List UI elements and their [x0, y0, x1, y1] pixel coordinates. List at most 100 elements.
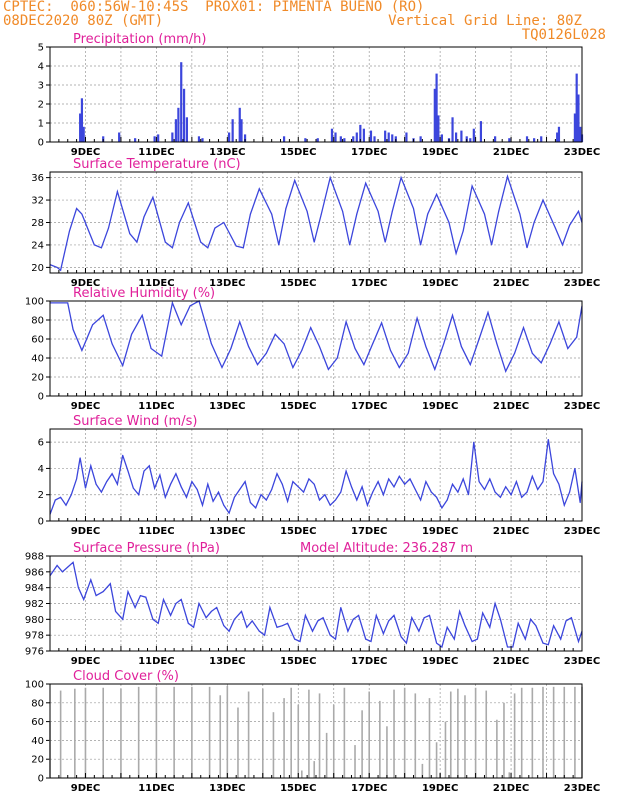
data-point — [381, 322, 383, 324]
bar — [540, 136, 543, 142]
bar — [155, 686, 158, 778]
bar — [316, 138, 319, 142]
data-point — [178, 222, 180, 223]
data-point — [269, 606, 271, 608]
y-tick-label: 60 — [31, 717, 44, 728]
data-point — [340, 491, 342, 493]
bar — [361, 710, 363, 778]
data-point — [505, 370, 507, 372]
data-point — [76, 478, 78, 480]
data-point — [161, 355, 163, 357]
data-point — [375, 614, 377, 616]
data-point — [265, 352, 267, 354]
data-point — [210, 610, 212, 612]
x-tick-label: 11DEC — [138, 656, 174, 667]
bar — [153, 136, 156, 142]
data-point — [452, 483, 454, 485]
data-point — [246, 626, 248, 628]
data-point — [301, 349, 303, 351]
data-point — [258, 630, 260, 632]
data-point — [510, 494, 512, 496]
data-point — [320, 213, 322, 215]
data-point — [56, 565, 58, 566]
x-tick-label: 21DEC — [493, 401, 529, 412]
x-tick-label: 13DEC — [209, 278, 245, 289]
x-tick-label: 17DEC — [351, 526, 387, 537]
data-point — [308, 478, 310, 480]
data-point — [478, 338, 480, 340]
data-point — [294, 179, 296, 181]
bar — [157, 134, 160, 142]
data-point — [517, 622, 519, 624]
data-point — [285, 207, 287, 209]
data-point — [186, 496, 188, 498]
bar — [134, 138, 137, 142]
data-point — [455, 252, 457, 254]
data-point — [115, 610, 117, 612]
bar — [197, 136, 201, 142]
data-point — [191, 481, 193, 483]
data-point — [106, 481, 108, 483]
data-point — [255, 507, 257, 509]
bar — [283, 698, 285, 778]
data-point — [512, 646, 514, 648]
data-point — [303, 491, 305, 493]
data-point — [452, 314, 454, 316]
data-point — [61, 571, 63, 573]
data-point — [281, 625, 283, 627]
data-point — [283, 343, 285, 345]
data-point — [553, 473, 555, 475]
x-tick-label: 17DEC — [351, 783, 387, 794]
data-point — [287, 622, 289, 624]
x-tick-label: 11DEC — [138, 147, 174, 158]
data-point — [430, 491, 432, 493]
bar — [177, 107, 180, 142]
y-tick-label: 100 — [25, 680, 44, 691]
data-point — [292, 481, 294, 483]
data-point — [494, 603, 496, 604]
data-point — [145, 596, 147, 598]
data-point — [136, 241, 138, 243]
data-point — [547, 644, 549, 646]
data-point — [335, 499, 337, 501]
data-point — [322, 617, 324, 619]
data-point — [393, 486, 395, 488]
bar — [318, 693, 321, 778]
data-point — [350, 486, 352, 488]
data-point — [122, 618, 124, 620]
y-tick-label: 2 — [38, 490, 44, 501]
panel-frame — [49, 300, 583, 397]
x-tick-label: 11DEC — [138, 401, 174, 412]
bar — [393, 689, 395, 778]
data-point — [154, 487, 156, 489]
bar — [531, 687, 534, 778]
bar — [373, 136, 376, 142]
data-point — [446, 499, 448, 501]
data-point — [579, 502, 581, 504]
bar — [304, 138, 307, 142]
data-point — [249, 213, 251, 215]
data-point — [459, 610, 461, 612]
x-tick-label: 13DEC — [209, 656, 245, 667]
data-point — [352, 618, 354, 620]
bar — [185, 117, 189, 142]
bar — [525, 136, 529, 142]
x-tick-label: 21DEC — [493, 278, 529, 289]
data-point — [81, 213, 83, 215]
y-tick-label: 980 — [25, 615, 44, 626]
data-point — [356, 499, 358, 501]
data-point — [554, 227, 556, 229]
data-point — [471, 185, 473, 187]
bar — [428, 698, 431, 778]
bar — [191, 686, 193, 778]
data-point — [542, 481, 544, 483]
data-point — [425, 346, 427, 348]
x-tick-label: 9DEC — [71, 783, 100, 794]
y-tick-label: 40 — [31, 354, 44, 365]
data-point — [519, 213, 521, 215]
data-point — [336, 357, 338, 359]
data-point — [317, 620, 319, 622]
y-tick-label: 32 — [31, 196, 44, 207]
data-point — [505, 486, 507, 488]
y-tick-label: 20 — [31, 263, 44, 274]
